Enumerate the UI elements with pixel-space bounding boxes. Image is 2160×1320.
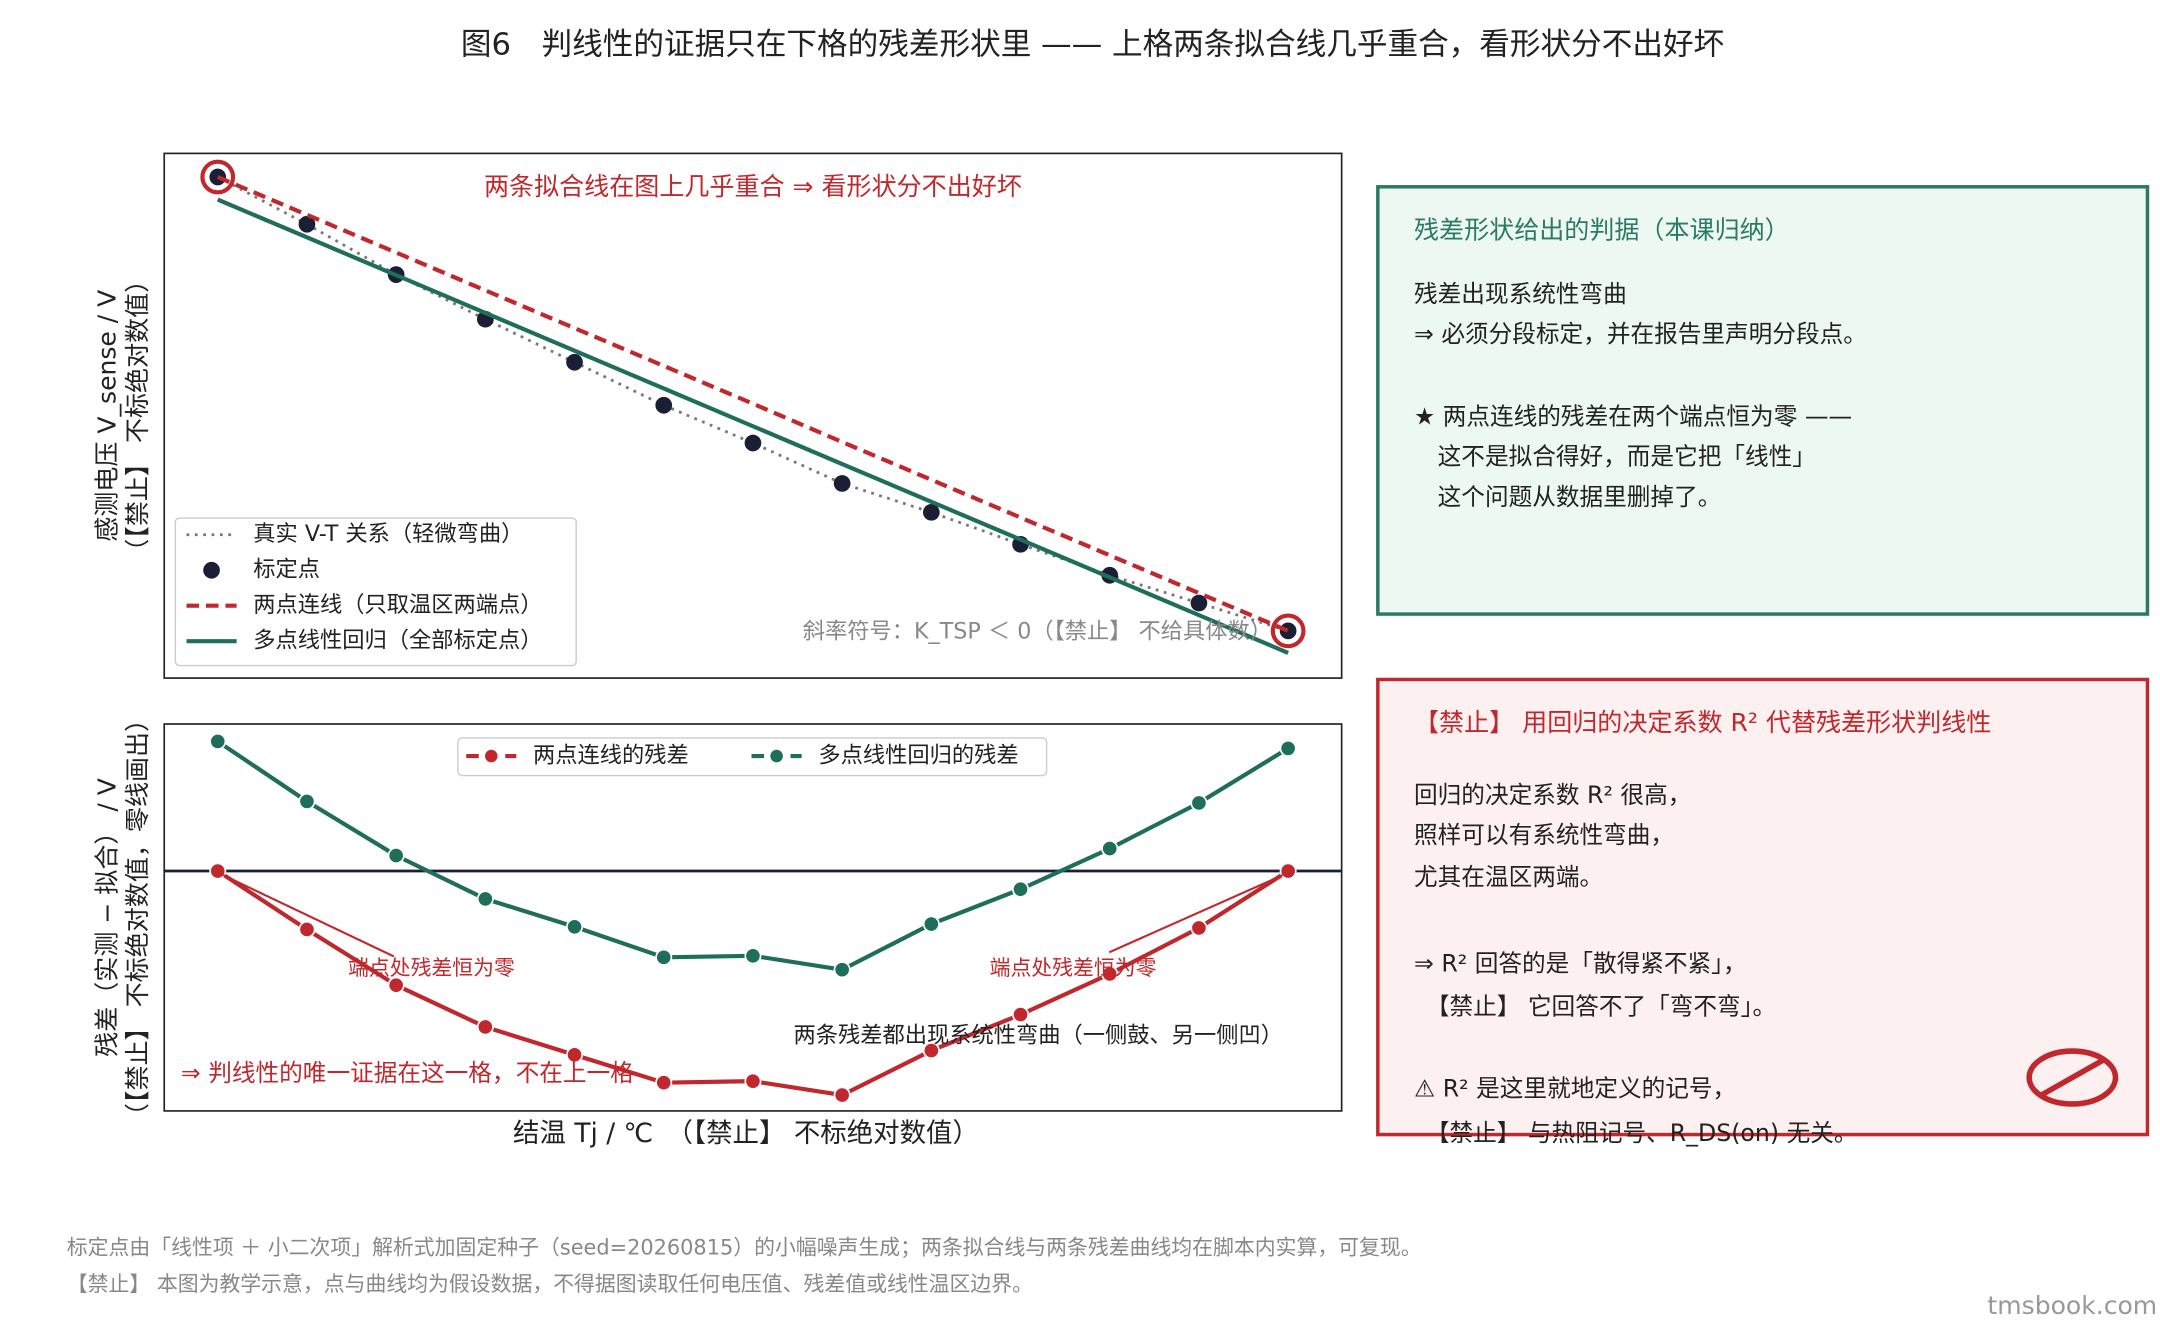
y-axis-label: （【禁止】 不标绝对数值） (123, 268, 152, 564)
endpoint-ring (200, 159, 236, 195)
watermark: tmsbook.com (1987, 1291, 2157, 1320)
panel-line: ⚠ R² 是这里就地定义的记号， (1414, 1075, 1736, 1103)
annotation-arrow (1108, 874, 1283, 954)
data-point (744, 1072, 762, 1090)
y-axis-label: （【禁止】 不标绝对数值，零线画出） (123, 707, 152, 1128)
legend-marker (768, 748, 785, 764)
data-point (655, 1074, 673, 1092)
annotation: ⇒ 判线性的唯一证据在这一格，不在上一格 (181, 1059, 634, 1087)
data-point (655, 948, 673, 966)
data-point (1279, 622, 1297, 640)
annotation: 两条残差都出现系统性弯曲（一侧鼓、另一侧凹） (793, 1022, 1283, 1048)
annotation: 斜率符号：K_TSP ＜ 0（【禁止】 不给具体数） (803, 619, 1272, 645)
panel-line: 残差出现系统性弯曲 (1414, 280, 1627, 308)
data-point (387, 976, 405, 994)
data-point (833, 961, 851, 979)
data-point (1012, 880, 1030, 898)
data-point (1101, 840, 1119, 858)
legend-label: 两点连线（只取温区两端点） (253, 592, 542, 618)
top-frame (163, 152, 1343, 679)
y-axis-label: 残差（实测 − 拟合） / V (93, 778, 122, 1057)
data-point (922, 1042, 940, 1060)
data-point (566, 353, 583, 371)
panel-title: 残差形状给出的判据（本课归纳） (1414, 215, 1790, 244)
data-point (1190, 794, 1208, 812)
y-axis-label: 感测电压 V_sense / V (93, 290, 122, 542)
annotation: 端点处残差恒为零 (990, 956, 1157, 980)
legend-box (174, 517, 577, 667)
panel-line: 回归的决定系数 R² 很高， (1414, 781, 1691, 809)
annotation-arrow (222, 874, 395, 958)
data-point (209, 732, 227, 750)
data-point (1101, 965, 1119, 983)
panel-line: 【禁止】 与热阻记号、R_DS(on) 无关。 (1414, 1119, 1858, 1147)
legend-marker (203, 561, 220, 579)
data-point (298, 792, 316, 810)
annotation: 两条拟合线在图上几乎重合 ⇒ 看形状分不出好坏 (484, 172, 1022, 201)
panel-line: 尤其在温区两端。 (1414, 863, 1603, 891)
series-line (216, 197, 1289, 655)
data-point (209, 862, 227, 880)
legend-label: 两点连线的残差 (533, 743, 689, 769)
warning-panel (1376, 677, 2150, 1137)
panel-line: ⇒ R² 回答的是「散得紧不紧」， (1414, 949, 1747, 977)
panel-line: 【禁止】 它回答不了「弯不弯」。 (1414, 992, 1776, 1020)
data-point (744, 947, 762, 965)
panel-line: 照样可以有系统性弯曲， (1414, 821, 1674, 849)
legend-label: 多点线性回归（全部标定点） (253, 628, 542, 654)
data-point (922, 503, 940, 521)
data-point (655, 396, 673, 414)
icon-slash (2038, 1057, 2106, 1099)
data-point (566, 918, 584, 936)
panel-line: 这个问题从数据里删掉了。 (1414, 483, 1721, 511)
panel-title: 【禁止】 用回归的决定系数 R² 代替残差形状判线性 (1414, 708, 1991, 737)
legend-label: 标定点 (253, 557, 320, 583)
bottom-frame (163, 723, 1343, 1112)
panel-line: ★ 两点连线的残差在两个端点恒为零 —— (1414, 402, 1852, 430)
panel-line: ⇒ 必须分段标定，并在报告里声明分段点。 (1414, 320, 1867, 348)
endpoint-ring (1270, 613, 1306, 649)
x-axis-label: 结温 Tj / ℃ （【禁止】 不标绝对数值） (513, 1118, 979, 1149)
data-point (298, 920, 316, 938)
panel-line: 这不是拟合得好，而是它把「线性」 (1414, 443, 1816, 471)
data-point (209, 168, 227, 186)
data-point (922, 915, 940, 933)
data-point (387, 847, 405, 865)
icon-ring (2026, 1048, 2119, 1107)
footer-note: 标定点由「线性项 ＋ 小二次项」解析式加固定种子（seed=20260815）的… (67, 1236, 1422, 1260)
legend-marker (483, 748, 499, 764)
footer-note: 【禁止】 本图为教学示意，点与曲线均为假设数据，不得据图读取任何电压值、残差值或… (67, 1272, 1033, 1296)
data-point (566, 1046, 584, 1064)
data-point (1012, 1006, 1030, 1024)
criteria-panel (1376, 185, 2150, 616)
data-point (1279, 862, 1297, 880)
data-point (744, 434, 762, 452)
legend-label: 多点线性回归的残差 (818, 743, 1018, 769)
data-point (1279, 739, 1297, 757)
forbidden-icon (2026, 1048, 2119, 1107)
data-point (476, 1018, 494, 1036)
data-point (476, 890, 494, 908)
data-point (833, 475, 851, 492)
legend-label: 真实 V-T 关系（轻微弯曲） (253, 521, 523, 547)
data-point (1190, 594, 1208, 612)
data-point (1190, 919, 1208, 937)
annotation: 端点处残差恒为零 (348, 956, 515, 980)
title: 图6 判线性的证据只在下格的残差形状里 —— 上格两条拟合线几乎重合，看形状分不… (461, 28, 1724, 63)
data-point (298, 215, 316, 233)
data-point (833, 1086, 851, 1104)
